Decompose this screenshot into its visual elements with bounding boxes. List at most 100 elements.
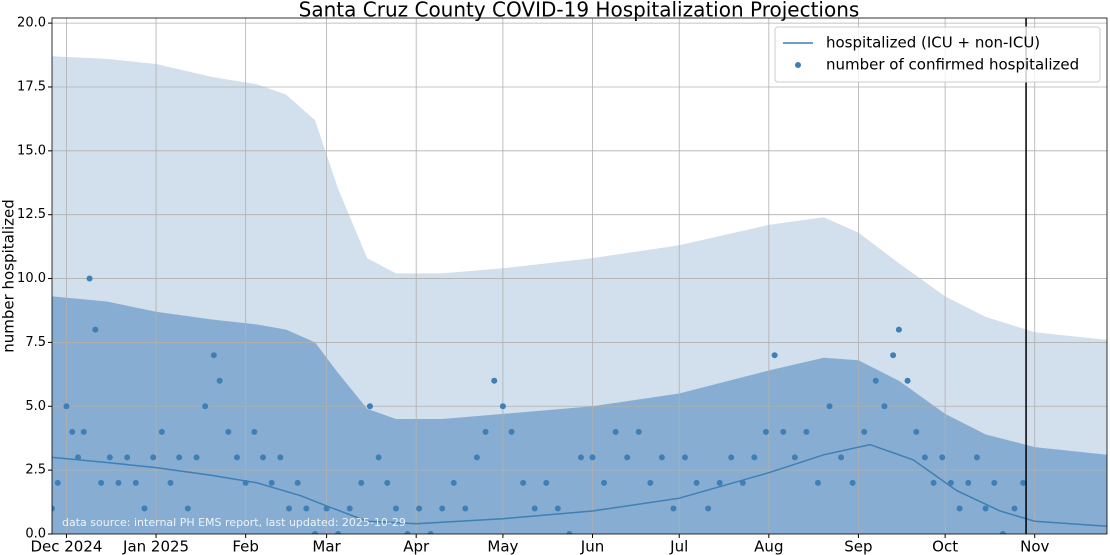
y-tick-label: 10.0 [17, 271, 46, 286]
data-point [508, 428, 515, 435]
data-point [251, 428, 258, 435]
data-point [193, 454, 200, 461]
data-point [670, 505, 677, 512]
data-point [184, 505, 191, 512]
data-point [956, 505, 963, 512]
data-point [106, 454, 113, 461]
data-point [803, 428, 810, 435]
data-point [80, 428, 87, 435]
x-tick-label: Nov [1020, 538, 1049, 555]
data-point [728, 454, 735, 461]
data-point [216, 377, 223, 384]
data-point [930, 479, 937, 486]
data-point [543, 479, 550, 486]
data-point [771, 352, 778, 359]
data-point [881, 403, 888, 410]
data-point [473, 454, 480, 461]
data-point [225, 428, 232, 435]
data-point [92, 326, 99, 333]
data-point [52, 505, 55, 512]
data-point [589, 454, 596, 461]
data-point [1011, 505, 1018, 512]
data-point [323, 505, 330, 512]
data-point [268, 479, 275, 486]
data-point [601, 479, 608, 486]
data-point [115, 479, 122, 486]
legend: hospitalized (ICU + non-ICU) number of co… [774, 26, 1101, 83]
annotation: data source: internal PH EMS report, las… [62, 516, 406, 529]
data-point [895, 326, 902, 333]
data-point [577, 454, 584, 461]
data-point [872, 377, 879, 384]
data-point [158, 428, 165, 435]
data-point [294, 479, 301, 486]
x-tick-label: Feb [232, 538, 259, 555]
data-point [658, 454, 665, 461]
data-point [202, 403, 209, 410]
data-point [566, 531, 573, 534]
data-point [791, 454, 798, 461]
data-point [277, 454, 284, 461]
data-point [991, 479, 998, 486]
x-tick-label: Jul [669, 538, 688, 555]
data-point [647, 479, 654, 486]
data-point [849, 479, 856, 486]
data-point [520, 479, 527, 486]
data-point [531, 505, 538, 512]
x-tick-label: Apr [403, 538, 430, 555]
legend-label: number of confirmed hospitalized [826, 56, 1079, 74]
data-point [384, 479, 391, 486]
legend-swatch [795, 62, 801, 68]
data-point [982, 505, 989, 512]
data-point [439, 505, 446, 512]
data-point [762, 428, 769, 435]
data-point [462, 505, 469, 512]
data-point [913, 428, 920, 435]
data-point [312, 531, 319, 534]
data-point [939, 454, 946, 461]
x-tick-label: Jun [580, 538, 604, 555]
data-point [890, 352, 897, 359]
data-point [491, 377, 498, 384]
data-point [54, 479, 61, 486]
legend-box [774, 26, 1101, 83]
data-point [346, 505, 353, 512]
data-point [693, 479, 700, 486]
data-point [132, 479, 139, 486]
x-tick-label: Mar [312, 538, 341, 555]
data-point [286, 505, 293, 512]
data-point [861, 428, 868, 435]
plot-area [52, 18, 1107, 534]
y-tick-label: 7.5 [25, 335, 46, 350]
data-point [682, 454, 688, 461]
data-point [554, 505, 561, 512]
data-point [1020, 479, 1027, 486]
data-point [921, 454, 928, 461]
y-axis-label: number hospitalized [0, 199, 18, 353]
y-tick-label: 12.5 [17, 207, 46, 222]
x-tick-label: Dec 2024 [30, 538, 102, 555]
data-point [965, 479, 972, 486]
data-point [973, 454, 980, 461]
x-tick-label: Oct [932, 538, 958, 555]
data-point [260, 454, 266, 461]
data-point [482, 428, 489, 435]
data-point [124, 454, 131, 461]
data-point [233, 454, 240, 461]
data-point [612, 428, 619, 435]
data-point [98, 479, 105, 486]
data-point [375, 454, 382, 461]
chart-title: Santa Cruz County COVID-19 Hospitalizati… [299, 0, 860, 22]
data-point [63, 403, 70, 410]
data-point [167, 479, 174, 486]
legend-label: hospitalized (ICU + non-ICU) [826, 34, 1040, 52]
data-point [416, 505, 423, 512]
data-point [75, 454, 82, 461]
data-point [141, 505, 148, 512]
data-point [838, 454, 845, 461]
data-point [499, 403, 506, 410]
data-point [335, 531, 342, 534]
data-point [624, 454, 631, 461]
data-point [450, 479, 457, 486]
